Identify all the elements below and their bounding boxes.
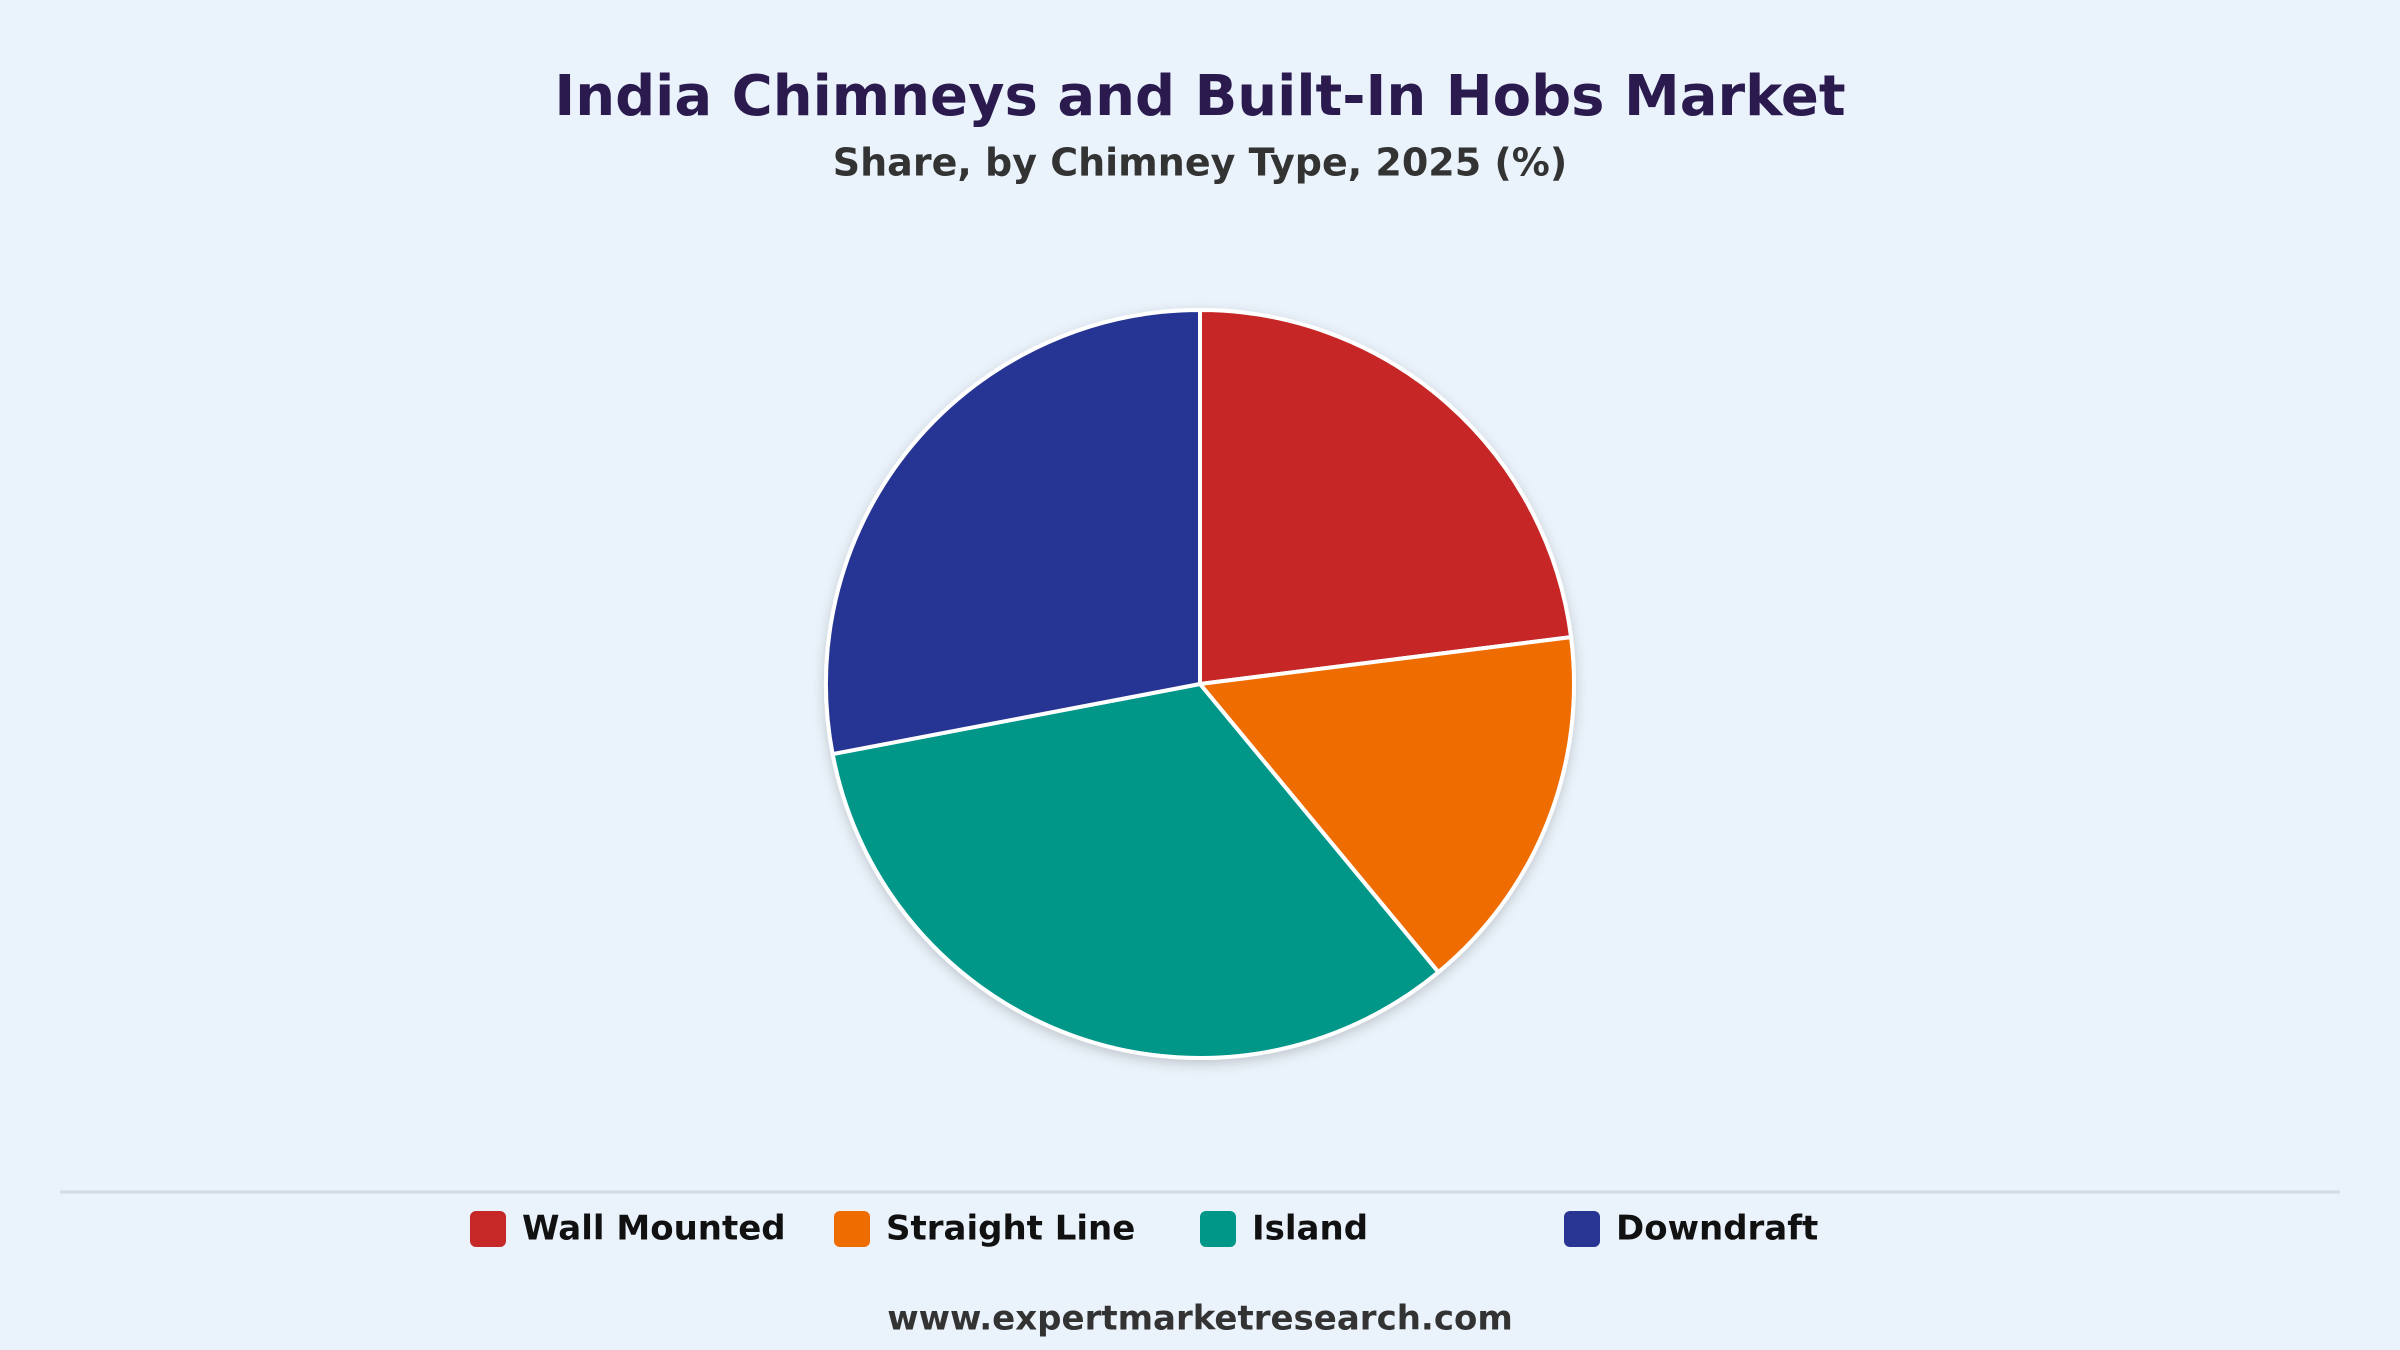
source: www.expertmarketresearch.com xyxy=(887,1299,1513,1339)
legend-swatch xyxy=(470,1211,506,1247)
pie xyxy=(824,308,1576,1060)
chart-title: India Chimneys and Built-In Hobs Market xyxy=(554,64,1845,129)
legend: Wall Mounted Straight Line Island Downdraft xyxy=(470,1209,1818,1249)
pie-slice xyxy=(1198,635,1576,975)
chart-subtitle: Share, by Chimney Type, 2025 (%) xyxy=(833,141,1567,185)
legend-swatch xyxy=(1564,1211,1600,1247)
legend-label: Downdraft xyxy=(1616,1209,1818,1249)
legend-swatch xyxy=(834,1211,870,1247)
legend-swatch xyxy=(1200,1211,1236,1247)
legend-label: Wall Mounted xyxy=(522,1209,786,1249)
pie-slice xyxy=(824,308,1202,757)
pie-slice xyxy=(1198,308,1574,686)
pie-slice xyxy=(830,682,1441,1060)
legend-label: Straight Line xyxy=(886,1209,1135,1249)
legend-label: Island xyxy=(1252,1209,1368,1249)
